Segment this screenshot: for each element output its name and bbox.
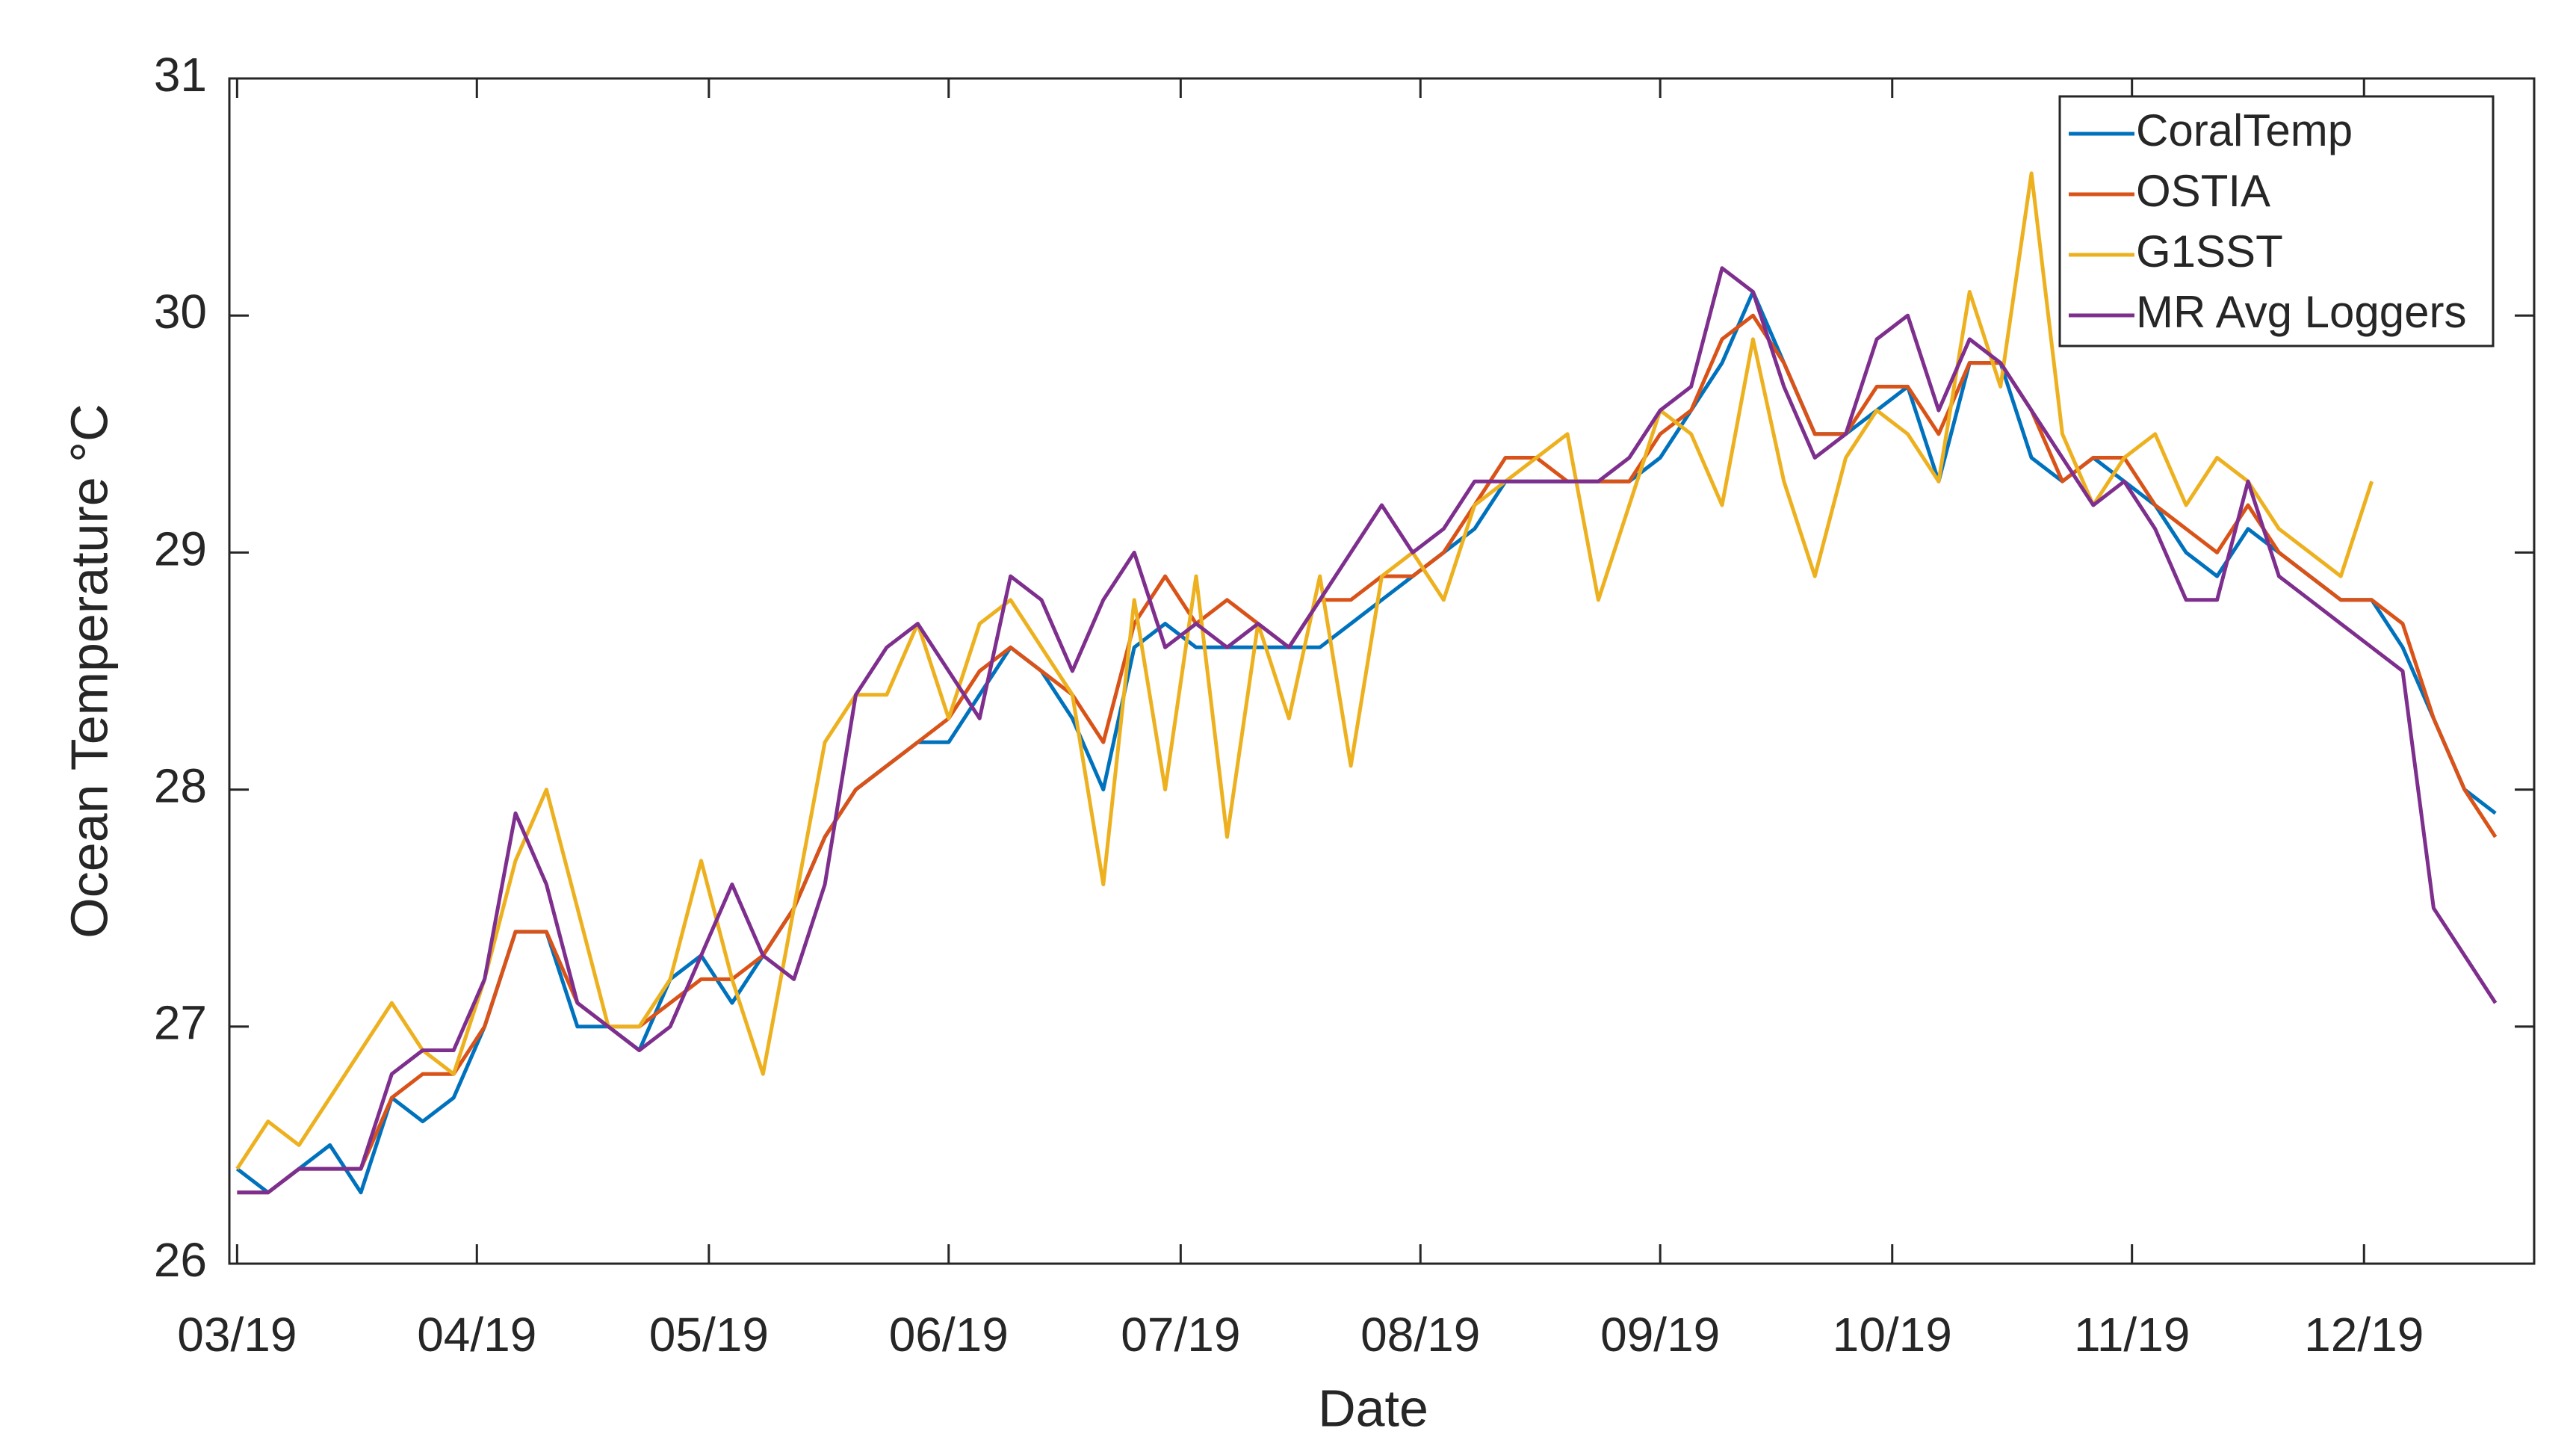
series-line xyxy=(237,266,2498,1195)
x-tick-label: 08/19 xyxy=(1360,1308,1480,1362)
x-tick-label: 12/19 xyxy=(2304,1308,2424,1362)
legend-label: MR Avg Loggers xyxy=(2136,287,2466,337)
x-tick-label: 10/19 xyxy=(1833,1308,1952,1362)
x-axis-label: Date xyxy=(1318,1379,1428,1437)
x-tick-label: 09/19 xyxy=(1600,1308,1720,1362)
x-tick-label: 06/19 xyxy=(889,1308,1009,1362)
y-tick-label: 26 xyxy=(154,1233,207,1287)
x-tick-label: 04/19 xyxy=(417,1308,536,1362)
legend-label: OSTIA xyxy=(2136,166,2270,216)
x-tick-label: 03/19 xyxy=(177,1308,297,1362)
y-tick-label: 29 xyxy=(154,522,207,575)
legend-label: CoralTemp xyxy=(2136,105,2353,155)
y-axis-label: Ocean Temperature °C xyxy=(60,404,118,938)
x-tick-label: 11/19 xyxy=(2074,1308,2190,1362)
legend-box xyxy=(2058,95,2495,347)
y-tick-label: 31 xyxy=(154,48,207,102)
y-tick-label: 27 xyxy=(154,996,207,1050)
series-line xyxy=(235,171,2374,1170)
y-tick-label: 28 xyxy=(154,759,207,813)
x-tick-label: 05/19 xyxy=(649,1308,769,1362)
x-tick-label: 07/19 xyxy=(1121,1308,1240,1362)
y-tick-label: 30 xyxy=(154,285,207,339)
legend: CoralTemp OSTIA G1SST MR Avg Loggers xyxy=(2058,95,2495,347)
legend-label: G1SST xyxy=(2136,226,2283,276)
